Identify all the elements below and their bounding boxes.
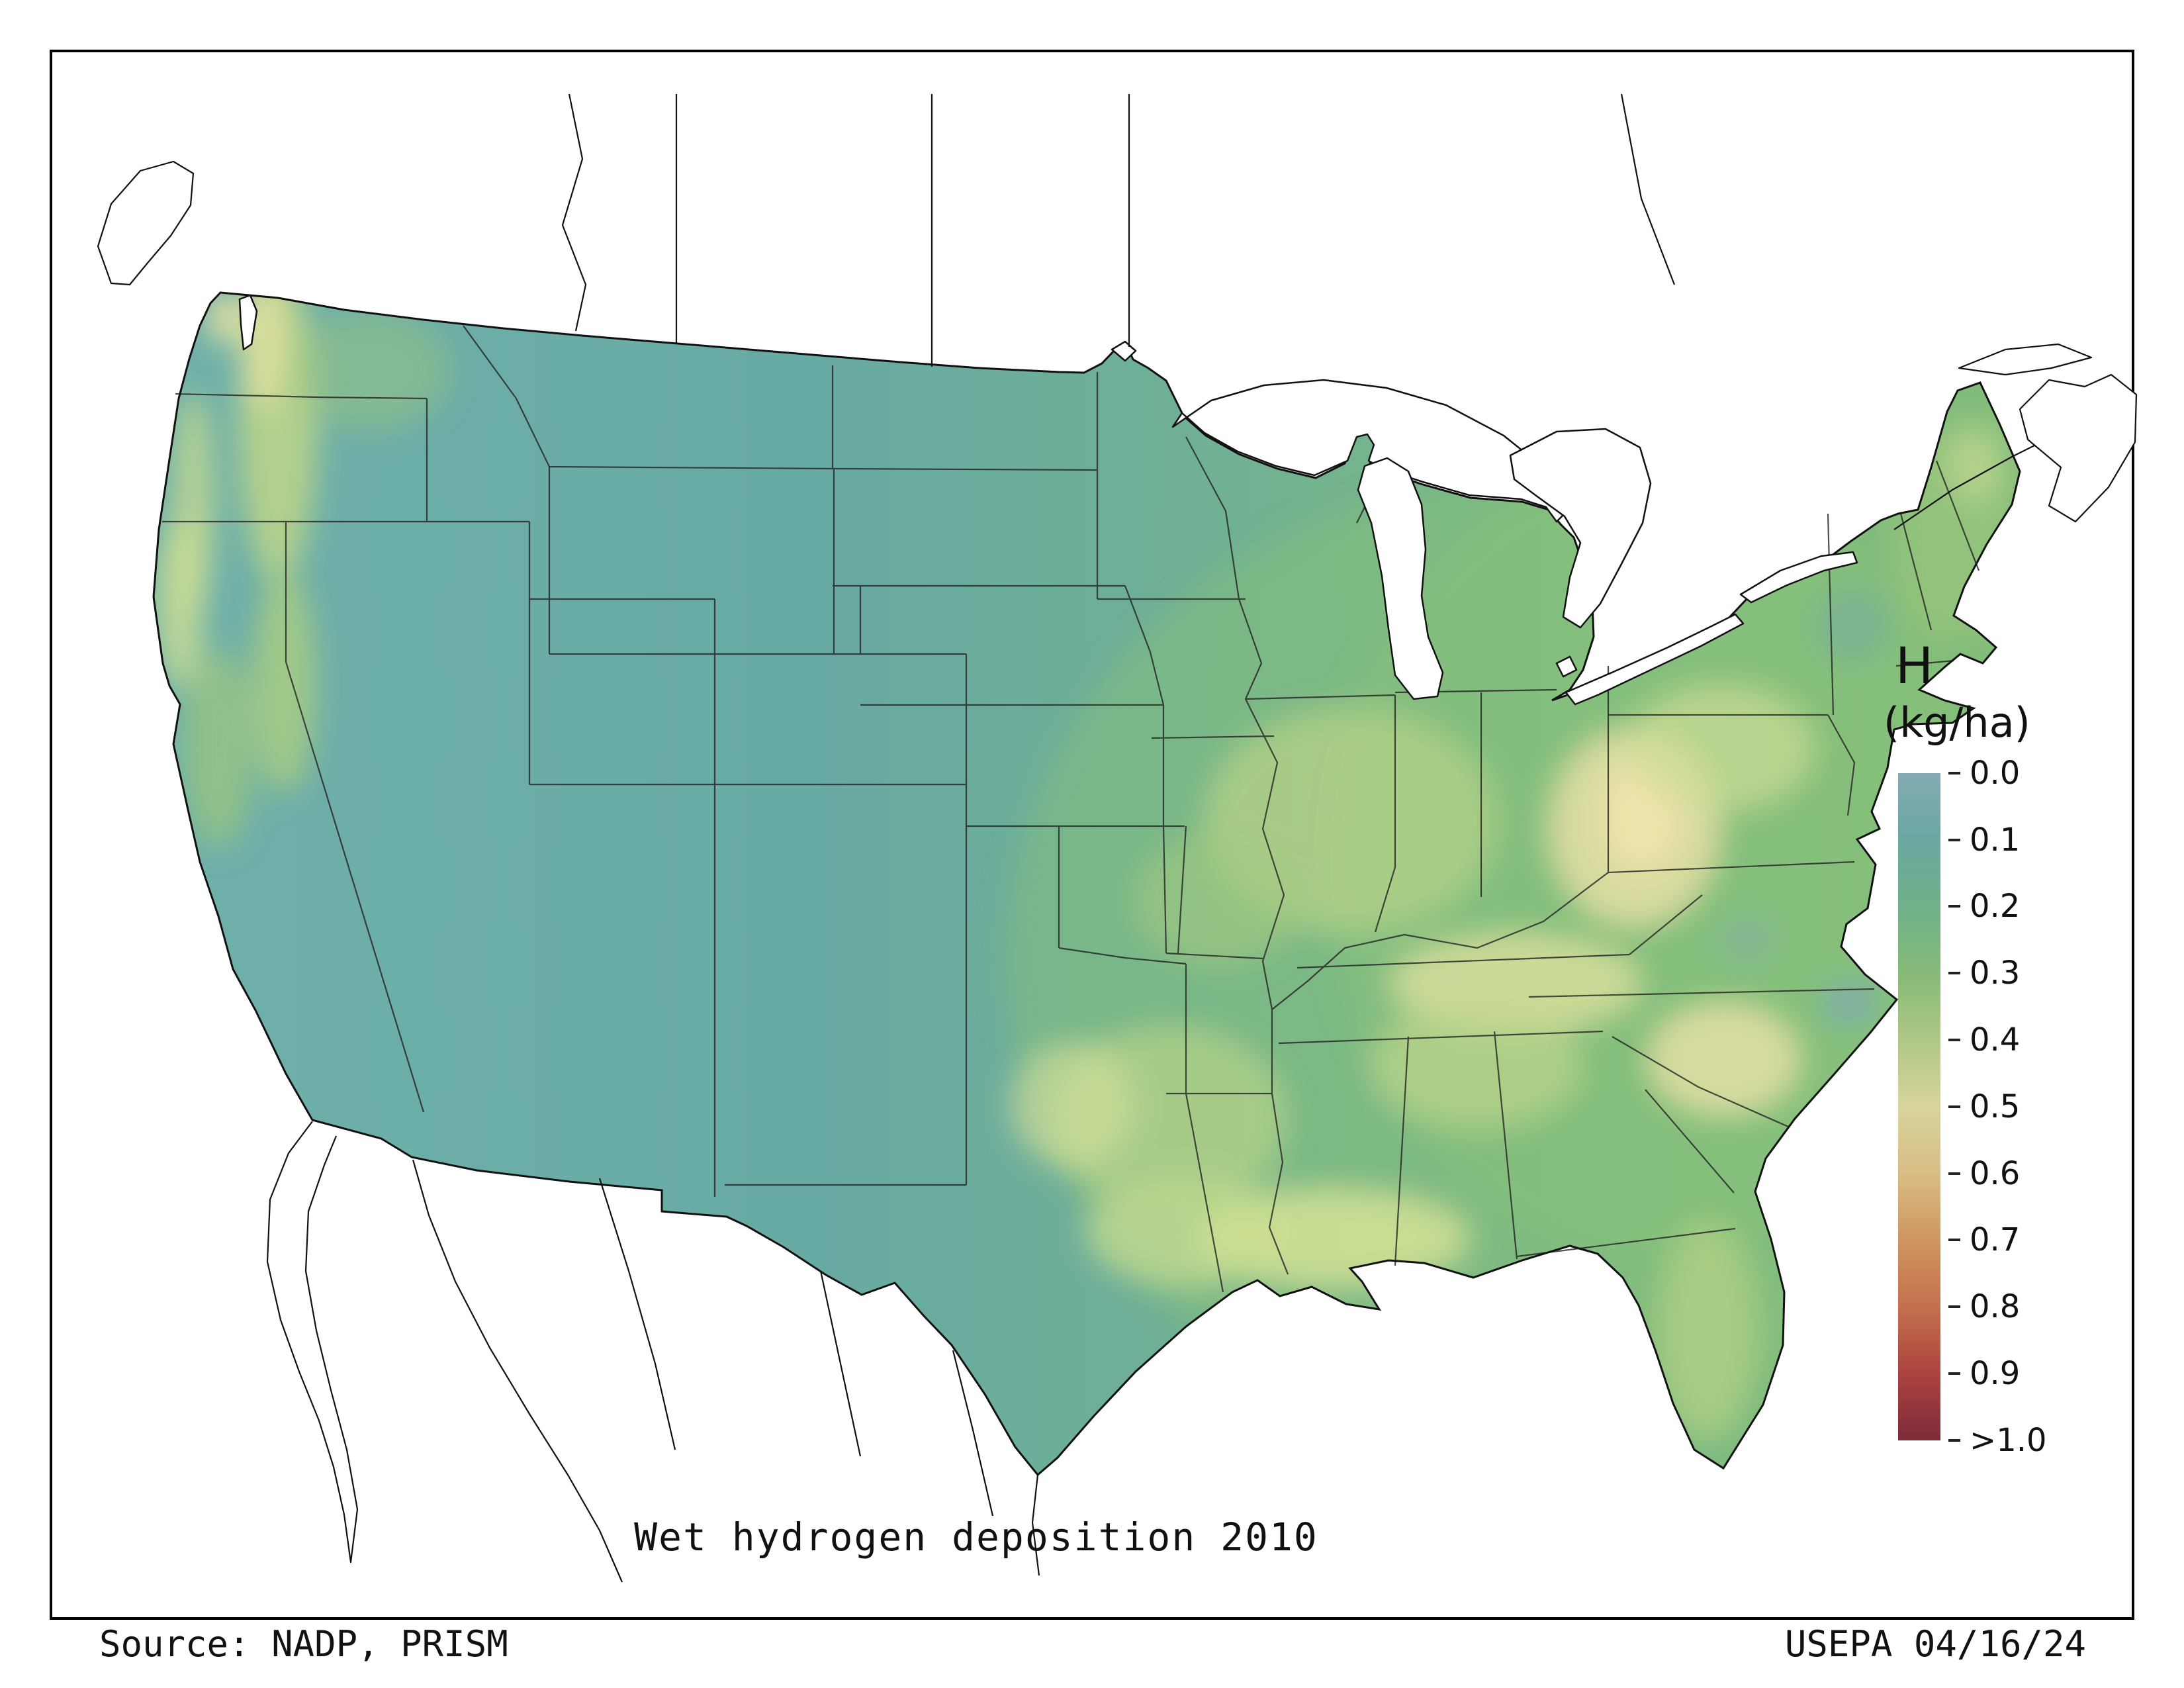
puget-sound [238,294,258,351]
legend-tick-row: 0.9 [1948,1355,2020,1392]
legend-tick-mark [1948,905,1960,908]
legend-tick-row: 0.7 [1948,1221,2020,1258]
lake-michigan [1357,457,1444,700]
agency-date-text: USEPA 04/16/24 [1784,1623,2086,1665]
legend-units: (kg/ha) [1884,698,2030,747]
legend-tick-mark [1948,1038,1960,1041]
legend-tick-label: 0.6 [1970,1154,2021,1192]
legend-tick-mark [1948,1172,1960,1175]
baja-california [266,1121,359,1564]
legend-tick-label: 0.4 [1970,1021,2021,1058]
mexico-west-coast [412,1159,623,1583]
mexico-state-lines [598,1178,1040,1576]
legend-tick-label: 0.2 [1970,888,2021,925]
great-lakes [238,294,1858,706]
legend-tick-mark [1948,1105,1960,1108]
deposition-hotspots [156,293,2020,1440]
map-title: Wet hydrogen deposition 2010 [634,1515,1318,1560]
legend-tick-mark [1948,1438,1960,1442]
legend-bar-wrap: 0.0 0.1 0.2 0.3 0.4 0.5 0.6 0.7 0.8 0.9 >1.0 [1884,755,2175,1475]
legend-tick-label: 0.8 [1970,1288,2021,1326]
legend-tick-label: 0.9 [1970,1354,2021,1392]
legend-tick-row: 0.3 [1948,955,2020,992]
lake-st-clair [1555,655,1578,678]
legend-tick-label: >1.0 [1970,1421,2047,1459]
legend-tick-label: 0.1 [1970,821,2021,859]
legend-tick-mark [1948,1372,1960,1375]
state-borders [162,325,1980,1293]
legend-tick-row: 0.0 [1948,755,2020,792]
lake-huron [1509,428,1652,629]
legend-tick-label: 0.0 [1970,754,2021,792]
legend-tick-label: 0.3 [1970,955,2021,992]
lake-ontario [1739,551,1858,604]
legend-tick-row: >1.0 [1948,1422,2047,1459]
lake-superior [1171,379,1569,523]
legend-tick-mark [1948,838,1960,841]
canada-outline [97,93,2138,530]
legend-tick-mark [1948,771,1960,774]
legend-tick-label: 0.5 [1970,1088,2021,1125]
source-text: Source: NADP, PRISM [99,1623,508,1665]
gaspe-peninsula [1958,343,2093,376]
legend: H (kg/ha) 0.0 0.1 0.2 0.3 0.4 0.5 0.6 0.7 0.8 0.9… [1884,638,2175,1475]
legend-tick-row: 0.2 [1948,888,2020,925]
legend-tick-row: 0.8 [1948,1288,2020,1325]
maritimes [2019,373,2138,523]
legend-title: H [1895,636,1934,695]
map-frame [50,50,2134,1620]
legend-tick-row: 0.4 [1948,1021,2020,1058]
legend-tick-row: 0.6 [1948,1155,2020,1192]
legend-colorbar [1898,773,1940,1440]
mexico-outline [266,1121,1040,1583]
lake-erie [1565,613,1745,706]
vancouver-island [97,160,195,286]
legend-tick-mark [1948,1305,1960,1309]
legend-tick-label: 0.7 [1970,1221,2021,1259]
legend-tick-row: 0.1 [1948,821,2020,859]
legend-tick-mark [1948,972,1960,975]
legend-tick-row: 0.5 [1948,1088,2020,1125]
legend-tick-mark [1948,1239,1960,1242]
